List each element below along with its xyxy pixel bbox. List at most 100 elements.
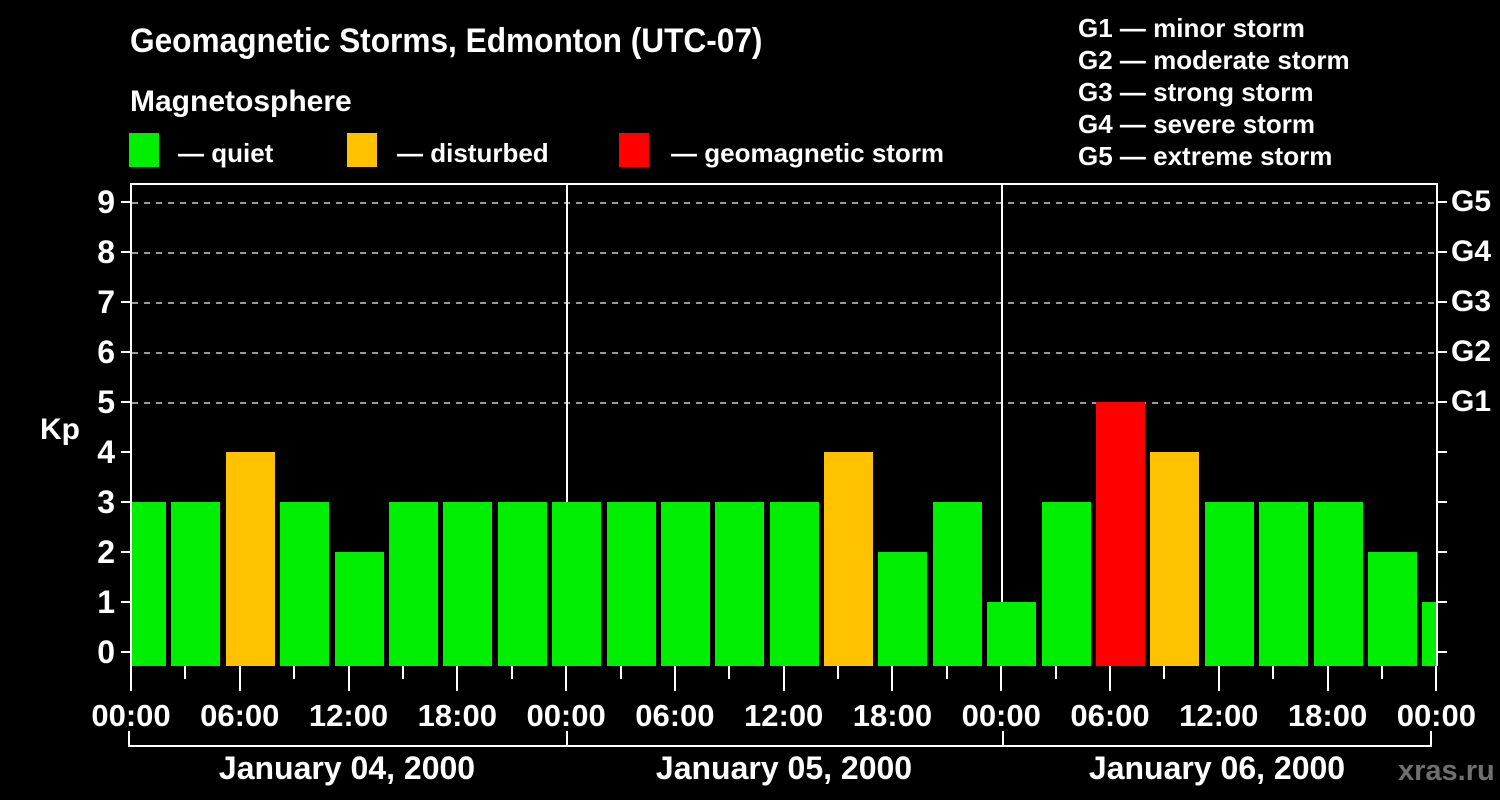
x-axis-tick-6h (1109, 666, 1112, 691)
time-label: 06:00 (1070, 698, 1150, 733)
right-axis-tick (1438, 501, 1447, 503)
date-label: January 06, 2000 (1088, 750, 1346, 786)
x-axis-tick-3h (1272, 666, 1275, 679)
right-axis-tick (1438, 451, 1447, 453)
y-axis-label: 3 (97, 484, 115, 520)
storm-legend-swatch (619, 133, 649, 167)
quiet-legend-swatch (129, 133, 159, 167)
kp-bar (1041, 502, 1091, 666)
date-bracket-tick (1002, 731, 1004, 747)
time-label: 18:00 (417, 698, 497, 733)
time-label: 12:00 (1179, 698, 1259, 733)
kp-bar (280, 502, 330, 666)
day-separator-line (1001, 185, 1004, 666)
page-title: Geomagnetic Storms, Edmonton (UTC-07) (130, 22, 763, 60)
y-axis-tick (121, 251, 130, 253)
g-scale-legend-line: G3 — strong storm (1078, 77, 1314, 107)
kp-bar (225, 452, 275, 666)
y-axis-tick (121, 651, 130, 653)
g-scale-legend-line: G4 — severe storm (1078, 109, 1316, 139)
storm-legend-label: — geomagnetic storm (671, 138, 945, 168)
x-axis-tick-6h (565, 666, 568, 691)
time-label: 12:00 (308, 698, 389, 733)
y-axis-label: 5 (97, 384, 115, 420)
plot-area (130, 183, 1438, 666)
right-axis-label-g3: G3 (1451, 285, 1492, 318)
time-label: 12:00 (744, 698, 824, 733)
right-axis-tick (1438, 401, 1447, 403)
right-axis-tick (1438, 351, 1447, 353)
right-axis-tick (1438, 601, 1447, 603)
day-separator-line (566, 185, 569, 666)
date-bracket-line (128, 745, 1432, 747)
kp-bar (1422, 602, 1436, 666)
x-axis-tick-6h (782, 666, 785, 691)
y-axis-label: 4 (97, 434, 115, 470)
y-axis-label: 7 (97, 284, 115, 320)
kp-bar (334, 552, 384, 666)
kp-bar (1259, 502, 1309, 666)
x-axis-tick-6h (1326, 666, 1329, 691)
time-label: 18:00 (1287, 698, 1368, 733)
disturbed-legend-label: — disturbed (397, 138, 549, 168)
time-label: 00:00 (91, 698, 171, 733)
kp-bar (497, 502, 547, 666)
y-axis-title: Kp (40, 413, 80, 446)
time-label: 06:00 (200, 698, 280, 733)
x-axis-tick-6h (673, 666, 676, 691)
kp-bar (1096, 402, 1146, 666)
y-axis-tick (121, 201, 130, 203)
kp-bar (715, 502, 765, 666)
kp-bar (1204, 502, 1254, 666)
kp-bar (987, 602, 1037, 666)
kp-bar (824, 452, 874, 666)
y-axis-tick (121, 451, 130, 453)
y-axis-tick (121, 401, 130, 403)
x-axis-tick-6h (891, 666, 894, 691)
x-axis-tick-6h (130, 666, 132, 691)
right-axis-tick (1438, 301, 1447, 303)
x-axis-tick-3h (1380, 666, 1383, 679)
date-label: January 04, 2000 (218, 750, 476, 786)
quiet-legend-label: — quiet (178, 138, 274, 168)
gridline-kp7 (132, 302, 1436, 304)
time-label: 06:00 (635, 698, 715, 733)
y-axis-tick (121, 351, 130, 353)
kp-bar (552, 502, 602, 666)
x-axis-tick-6h (1217, 666, 1220, 691)
y-axis-label: 9 (97, 184, 115, 220)
x-axis-tick-6h (238, 666, 241, 691)
date-bracket-tick (128, 731, 130, 747)
kp-bar (769, 502, 819, 666)
g-scale-legend-line: G2 — moderate storm (1078, 45, 1350, 75)
kp-bar (606, 502, 656, 666)
disturbed-legend-swatch (347, 133, 377, 167)
kp-bar (932, 502, 982, 666)
x-axis-tick-6h (347, 666, 350, 691)
time-label: 00:00 (961, 698, 1041, 733)
right-axis-tick (1438, 201, 1447, 203)
date-bracket-tick (566, 731, 568, 747)
x-axis-tick-3h (184, 666, 187, 679)
x-axis-tick-3h (728, 666, 731, 679)
kp-bar (443, 502, 493, 666)
time-label: 00:00 (1396, 698, 1476, 733)
gridline-kp8 (132, 252, 1436, 254)
time-label: 00:00 (526, 698, 606, 733)
watermark: xras.ru (1398, 755, 1495, 787)
right-axis-label-g1: G1 (1451, 385, 1492, 418)
x-axis-tick-3h (619, 666, 622, 679)
kp-bar (132, 502, 166, 666)
x-axis-tick-3h (1163, 666, 1166, 679)
kp-bar (171, 502, 221, 666)
g-scale-legend: G1 — minor storm G2 — moderate storm G3 — … (1078, 12, 1350, 172)
kp-bar (660, 502, 710, 666)
right-axis-label-g4: G4 (1451, 235, 1492, 268)
x-axis-tick-6h (456, 666, 459, 691)
x-axis-tick-6h (1435, 666, 1438, 691)
gridline-kp5 (132, 402, 1436, 404)
x-axis-tick-6h (1000, 666, 1003, 691)
right-axis-tick (1438, 651, 1447, 653)
y-axis-label: 1 (97, 584, 115, 620)
y-axis-label: 0 (97, 634, 115, 670)
